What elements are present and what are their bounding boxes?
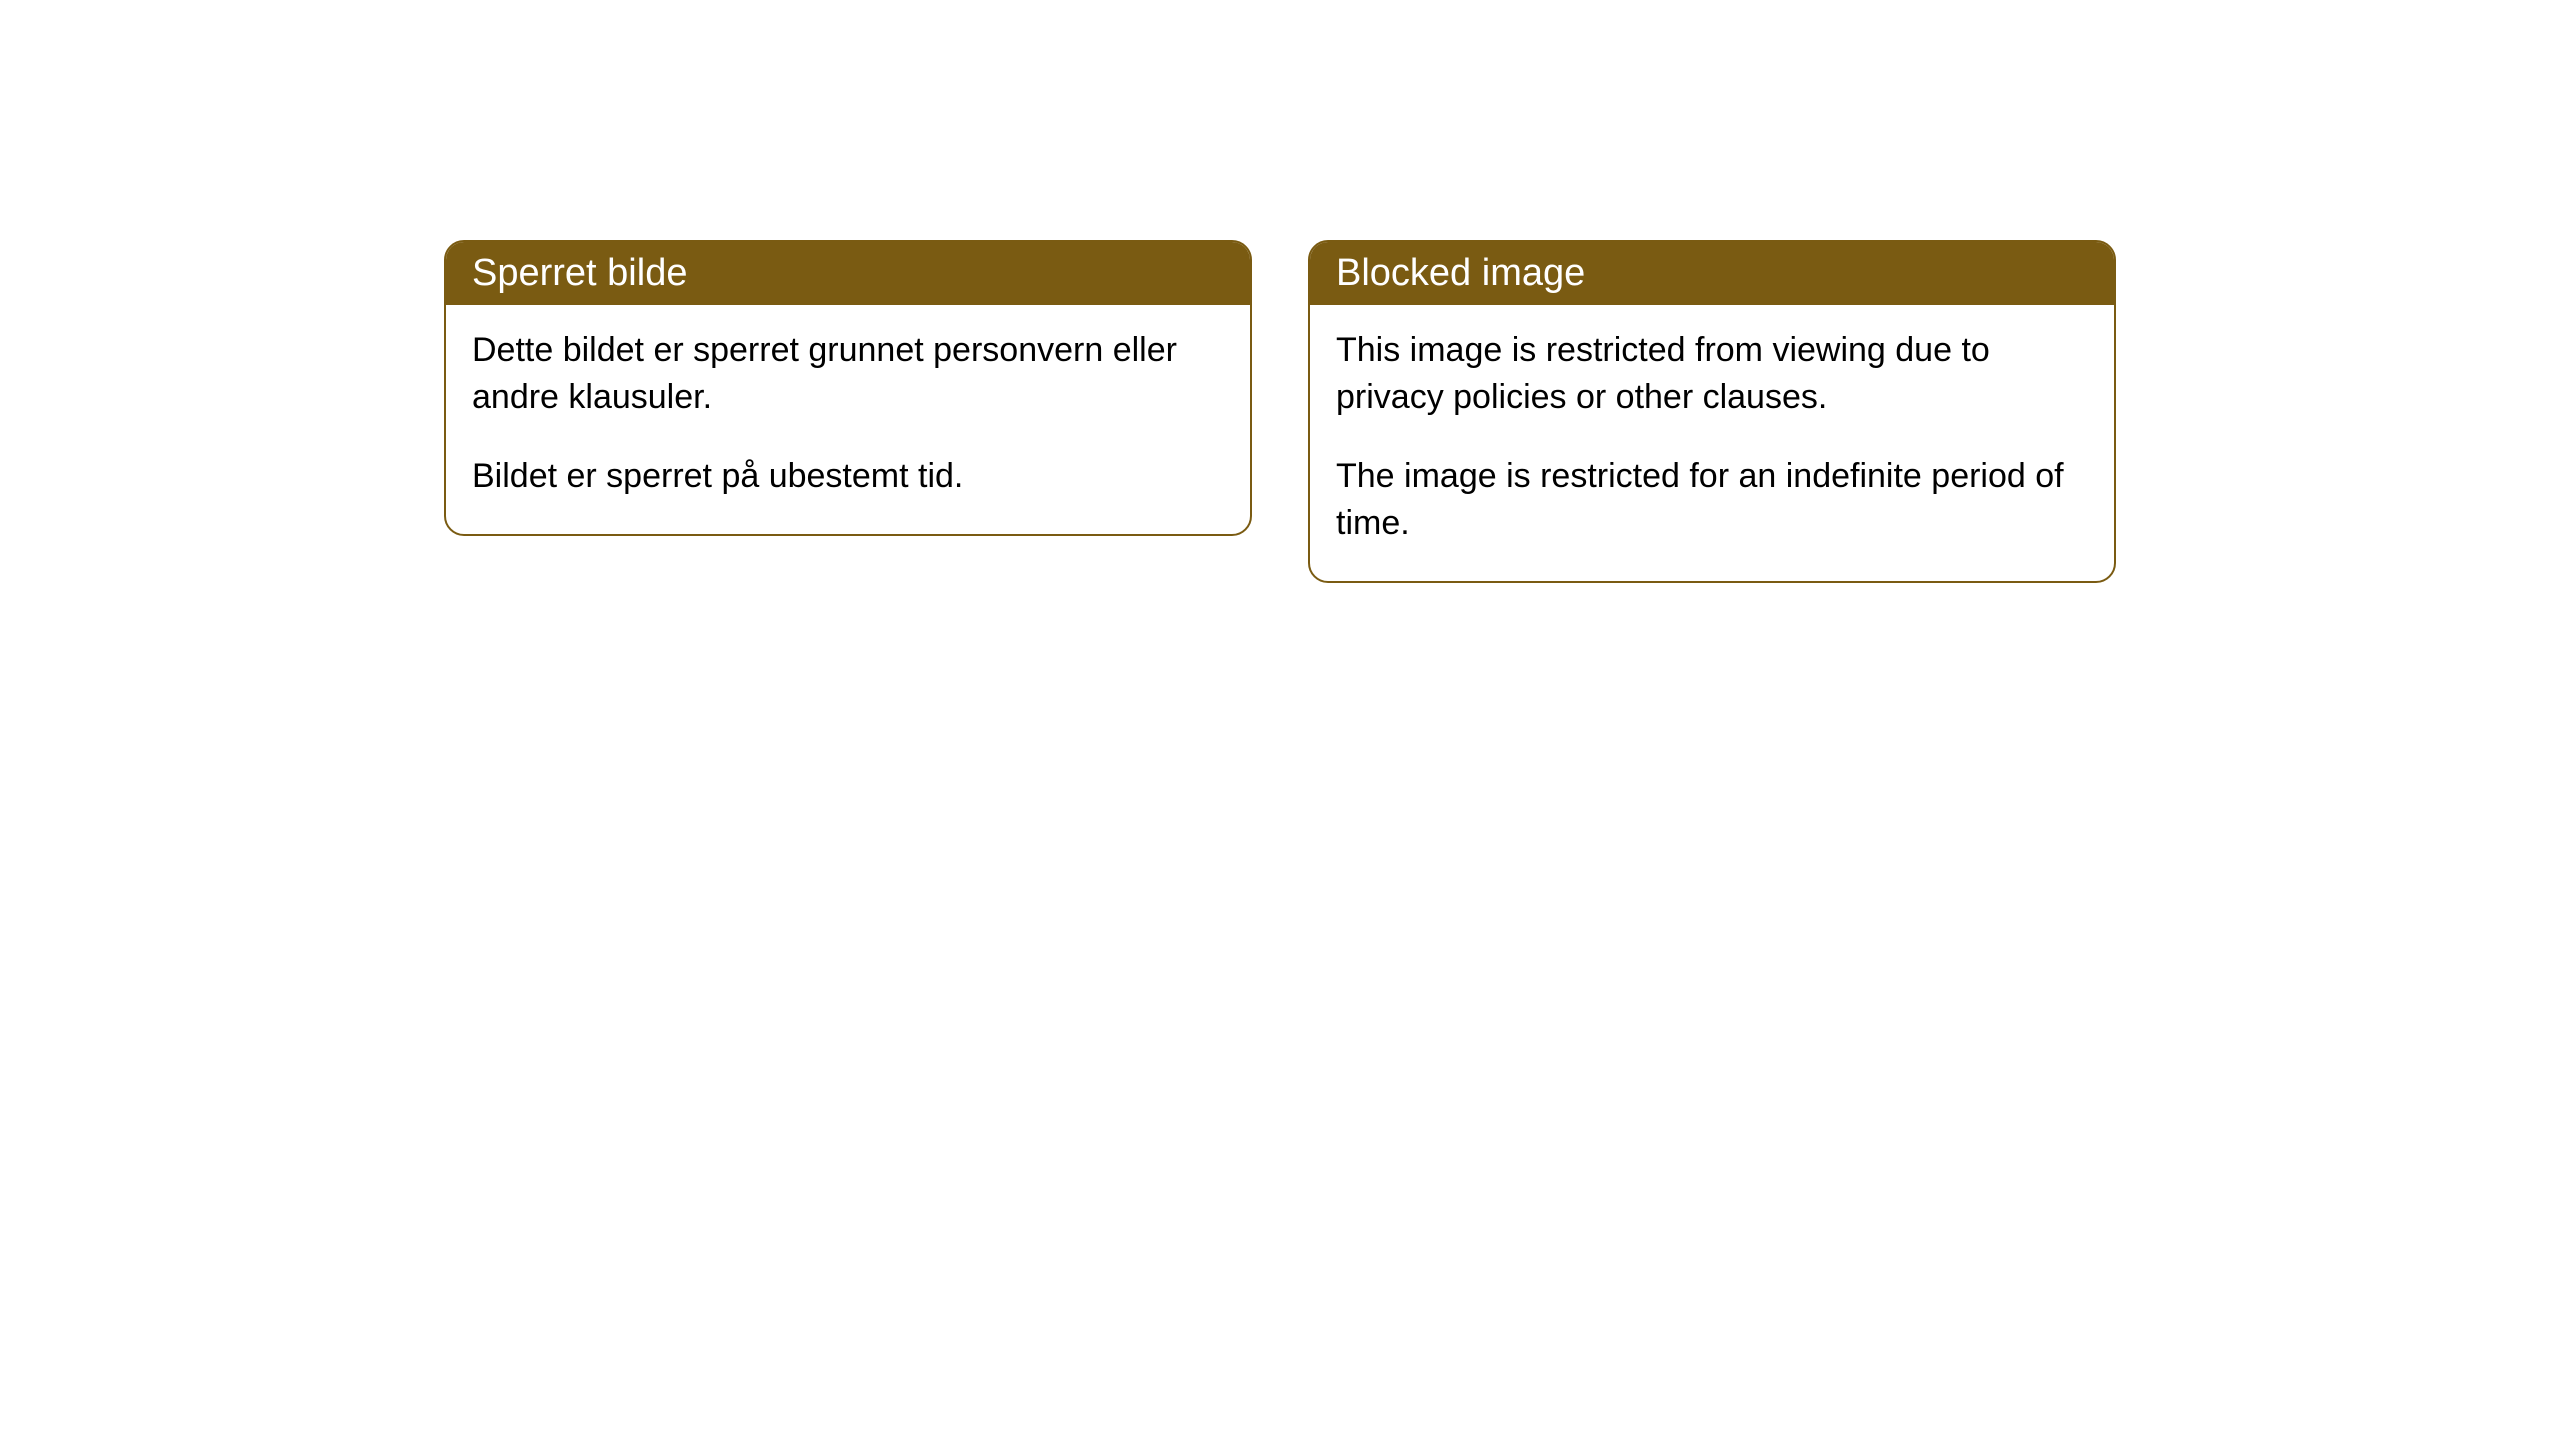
card-body-en: This image is restricted from viewing du… <box>1310 305 2114 581</box>
card-title-no: Sperret bilde <box>472 252 687 294</box>
blocked-image-card-en: Blocked image This image is restricted f… <box>1308 240 2116 583</box>
card-para2-no: Bildet er sperret på ubestemt tid. <box>472 453 1224 500</box>
cards-container: Sperret bilde Dette bildet er sperret gr… <box>444 240 2116 1440</box>
card-para2-en: The image is restricted for an indefinit… <box>1336 453 2088 547</box>
blocked-image-card-no: Sperret bilde Dette bildet er sperret gr… <box>444 240 1252 536</box>
card-para1-no: Dette bildet er sperret grunnet personve… <box>472 327 1224 421</box>
card-title-en: Blocked image <box>1336 252 1585 294</box>
card-body-no: Dette bildet er sperret grunnet personve… <box>446 305 1250 534</box>
card-para1-en: This image is restricted from viewing du… <box>1336 327 2088 421</box>
card-header-no: Sperret bilde <box>446 242 1250 305</box>
card-header-en: Blocked image <box>1310 242 2114 305</box>
